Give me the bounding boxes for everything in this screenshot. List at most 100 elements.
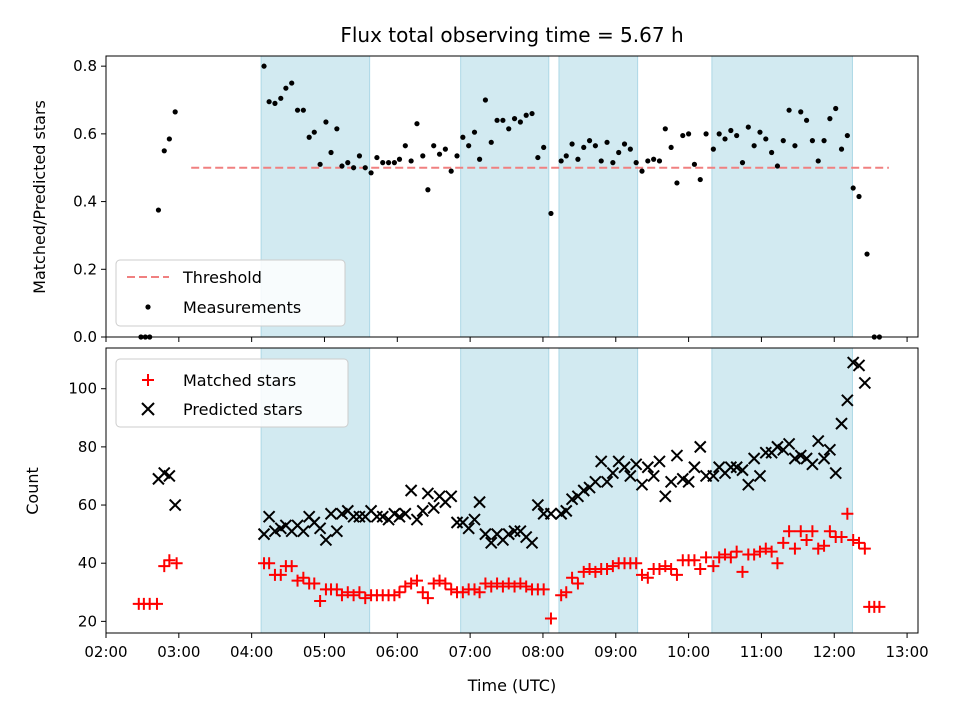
predicted-star-point xyxy=(647,469,660,483)
matched-star-point xyxy=(150,597,163,610)
predicted-star-point xyxy=(399,507,412,520)
matched-star-point xyxy=(688,554,701,567)
predicted-star-point xyxy=(589,475,602,488)
measurement-point xyxy=(166,136,172,142)
matched-star-point xyxy=(606,560,619,573)
matched-star-point xyxy=(659,560,672,573)
measurement-point xyxy=(448,168,454,174)
predicted-star-point xyxy=(707,469,720,483)
predicted-star-point xyxy=(313,522,327,535)
measurement-point xyxy=(311,129,317,135)
y-tick-label: 80 xyxy=(78,438,97,456)
measurement-point xyxy=(627,146,633,152)
measurement-point xyxy=(362,165,368,171)
matched-star-point xyxy=(719,548,732,561)
measurement-point xyxy=(639,168,645,174)
predicted-star-point xyxy=(736,463,749,477)
matched-star-point xyxy=(736,565,749,578)
measurement-point xyxy=(289,80,295,86)
matched-star-point xyxy=(800,533,813,546)
matched-star-point xyxy=(433,574,446,587)
matched-star-point xyxy=(635,568,648,581)
matched-star-point xyxy=(335,589,348,602)
measurement-point xyxy=(380,160,386,166)
measurement-point xyxy=(431,143,437,149)
predicted-star-point xyxy=(852,359,866,372)
matched-star-point xyxy=(314,595,327,608)
bottom-legend-box xyxy=(115,358,349,428)
measurement-point xyxy=(278,95,284,101)
x-tick-label: 02:00 xyxy=(84,643,127,661)
predicted-star-point xyxy=(485,536,498,550)
predicted-star-point xyxy=(817,452,831,465)
predicted-star-point xyxy=(370,510,384,523)
predicted-star-point xyxy=(829,466,842,480)
predicted-star-point xyxy=(444,490,458,503)
measurement-point xyxy=(323,119,329,125)
measurement-point xyxy=(827,116,833,122)
measurement-point xyxy=(339,163,345,169)
matched-star-point xyxy=(297,571,310,584)
measurement-point xyxy=(402,143,408,149)
measurement-point xyxy=(155,207,162,213)
measurement-point xyxy=(722,136,728,142)
y-tick-label: 100 xyxy=(68,380,97,398)
measurement-point xyxy=(786,107,792,113)
measurement-point xyxy=(272,100,278,106)
measurement-point xyxy=(523,112,529,118)
predicted-star-point xyxy=(479,527,492,541)
matched-star-point xyxy=(158,560,171,573)
predicted-star-point xyxy=(747,452,761,465)
measurement-point xyxy=(656,158,663,164)
matched-star-point xyxy=(873,600,886,613)
predicted-star-point xyxy=(319,533,333,547)
matched-star-point xyxy=(485,580,498,593)
matched-star-point xyxy=(421,592,434,605)
predicted-star-point xyxy=(629,458,643,471)
matched-star-point xyxy=(653,563,666,576)
predicted-star-point xyxy=(812,434,825,448)
x-tick-label: 06:00 xyxy=(376,643,419,661)
measurement-point xyxy=(586,138,593,144)
matched-star-point xyxy=(665,563,678,576)
top-legend-box xyxy=(115,259,346,327)
measurement-point xyxy=(792,143,798,149)
matched-star-point xyxy=(577,565,590,578)
measurement-point xyxy=(396,156,403,162)
measurement-point xyxy=(517,119,523,125)
matched-star-point xyxy=(812,542,825,555)
matched-star-point xyxy=(601,563,614,576)
matched-star-point xyxy=(291,574,304,587)
matched-star-point xyxy=(806,525,819,538)
measurement-point xyxy=(592,143,598,149)
measurement-point xyxy=(535,154,541,161)
measurement-point xyxy=(645,158,651,164)
predicted-star-point xyxy=(595,455,608,468)
matched-star-point xyxy=(456,586,469,599)
measurement-point xyxy=(651,156,657,162)
matched-star-point xyxy=(724,551,737,564)
top-observing-windows xyxy=(260,55,853,338)
predicted-star-point xyxy=(670,449,684,462)
measurement-point xyxy=(710,146,716,152)
predicted-star-point xyxy=(653,455,666,468)
measurement-point xyxy=(466,143,472,149)
measurement-point xyxy=(686,131,692,137)
predicted-star-point xyxy=(427,501,440,515)
measurement-point xyxy=(716,131,722,137)
x-tick-label: 08:00 xyxy=(521,643,564,661)
measurement-point xyxy=(864,251,870,257)
predicted-star-point xyxy=(462,522,475,535)
measurement-point xyxy=(500,117,506,123)
matched-star-point xyxy=(818,539,831,552)
measurement-point xyxy=(408,158,414,164)
measurement-point xyxy=(482,97,489,103)
predicted-star-point xyxy=(163,469,176,483)
predicted-star-point xyxy=(806,458,819,471)
matched-star-point xyxy=(765,545,778,558)
matched-star-point xyxy=(788,542,801,555)
measurement-point xyxy=(774,163,781,169)
predicted-star-point xyxy=(560,504,573,518)
measurement-point xyxy=(838,146,845,152)
measurement-point xyxy=(558,158,564,164)
